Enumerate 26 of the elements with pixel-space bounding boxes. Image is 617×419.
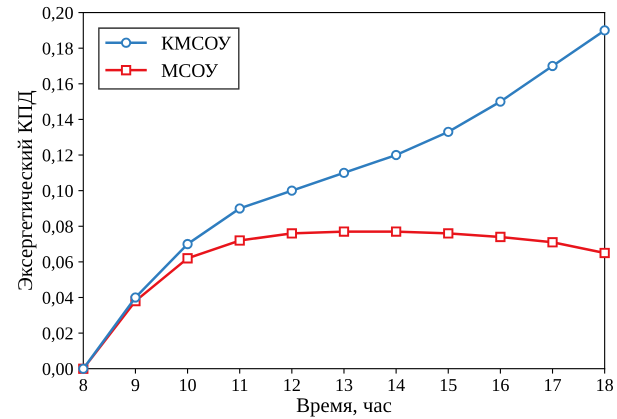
y-tick-label: 0,20 <box>42 6 73 22</box>
y-tick-label: 0,04 <box>42 292 74 307</box>
x-tick-label: 9 <box>132 379 140 392</box>
y-axis-title: Эксергетический КПД <box>18 90 36 290</box>
x-tick-label: 17 <box>545 379 562 391</box>
y-tick-label: 0,18 <box>42 42 73 58</box>
y-tick-label: 0,16 <box>42 78 74 93</box>
x-tick-label: 15 <box>440 379 457 392</box>
y-tick-label: 0,14 <box>42 114 74 128</box>
y-tick-label: 0,02 <box>42 327 73 342</box>
legend-label: КМСОУ <box>162 36 232 50</box>
x-tick-label: 10 <box>180 378 196 392</box>
x-tick-label: 14 <box>388 379 405 391</box>
x-tick-label: 13 <box>336 379 352 392</box>
y-tick-label: 0,06 <box>42 256 74 271</box>
x-tick-label: 8 <box>79 378 88 392</box>
x-tick-label: 18 <box>597 378 613 392</box>
x-tick-label: 16 <box>492 379 509 392</box>
x-tick-label: 12 <box>284 379 300 391</box>
y-tick-label: 0,08 <box>42 220 73 236</box>
y-tick-label: 0,12 <box>42 149 73 164</box>
x-tick-label: 11 <box>232 379 248 391</box>
y-tick-label: 0,00 <box>42 362 73 378</box>
y-tick-label: 0,10 <box>42 184 73 200</box>
legend-label: МСОУ <box>162 64 218 78</box>
x-axis-title: Время, час <box>296 398 392 416</box>
